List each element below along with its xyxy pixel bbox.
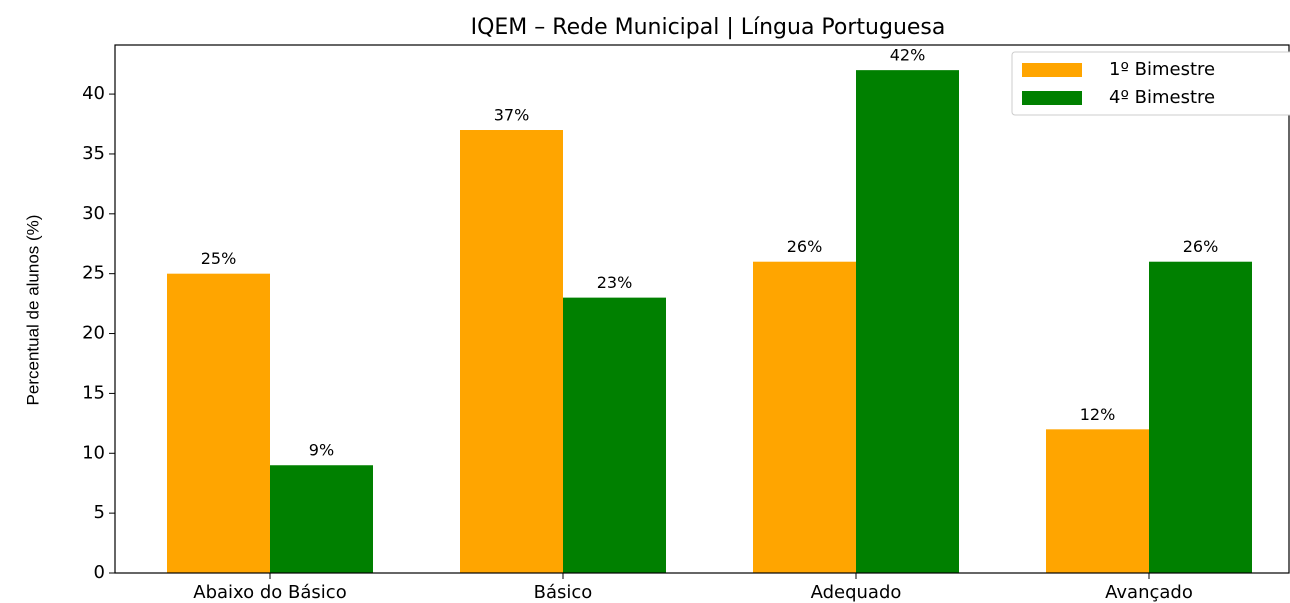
value-label: 9% <box>309 441 334 460</box>
bar <box>270 465 373 573</box>
bar <box>1149 261 1252 573</box>
value-label: 37% <box>494 106 530 125</box>
bar <box>856 70 959 574</box>
y-tick-label: 0 <box>94 562 105 583</box>
x-tick-label: Avançado <box>1105 582 1193 603</box>
value-label: 26% <box>787 237 823 256</box>
value-label: 26% <box>1183 237 1219 256</box>
bar <box>167 273 270 573</box>
legend-label: 1º Bimestre <box>1109 59 1215 80</box>
value-label: 42% <box>890 46 926 65</box>
legend-swatch <box>1022 63 1082 77</box>
y-tick-label: 35 <box>82 143 105 164</box>
legend-swatch <box>1022 91 1082 105</box>
y-tick-label: 25 <box>82 263 105 284</box>
y-tick-label: 30 <box>82 203 105 224</box>
value-label: 12% <box>1080 405 1116 424</box>
y-tick-label: 40 <box>82 83 105 104</box>
value-label: 23% <box>597 273 633 292</box>
bar <box>1046 429 1149 573</box>
bar <box>753 261 856 573</box>
y-tick-label: 20 <box>82 323 105 344</box>
bar <box>460 130 563 573</box>
value-label: 25% <box>201 249 237 268</box>
legend-label: 4º Bimestre <box>1109 87 1215 108</box>
y-tick-label: 10 <box>82 442 105 463</box>
bar <box>563 297 666 573</box>
y-tick-label: 5 <box>94 502 105 523</box>
y-axis-label: Percentual de alunos (%) <box>23 215 42 406</box>
x-tick-label: Adequado <box>811 582 902 603</box>
chart-title: IQEM – Rede Municipal | Língua Portugues… <box>471 15 946 40</box>
x-tick-label: Básico <box>534 582 593 603</box>
x-tick-label: Abaixo do Básico <box>193 582 346 603</box>
y-tick-label: 15 <box>82 382 105 403</box>
plot-frame <box>114 44 1290 574</box>
